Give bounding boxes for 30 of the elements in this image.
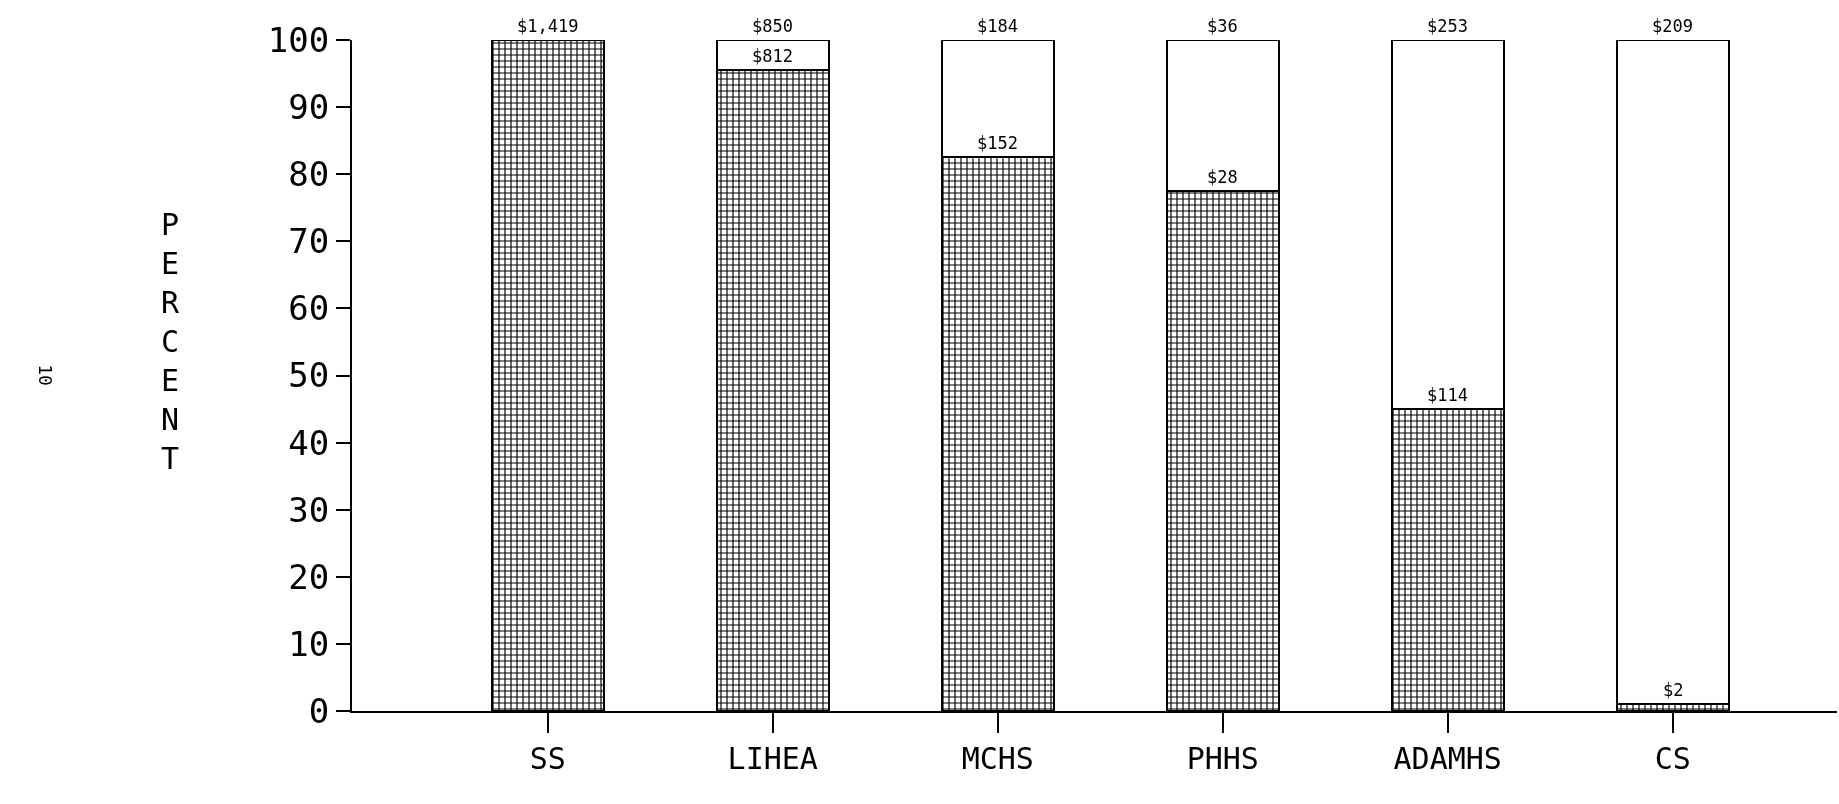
y-tick-label: 40 [288,422,330,463]
annotation: $36 [1207,16,1238,36]
x-tick-label: LIHEA [727,741,818,776]
y-axis-title: PERCENT [161,207,180,476]
y-tick-label: 10 [288,623,330,664]
annotation: $253 [1427,16,1468,36]
annotation: $812 [752,46,793,66]
annotation: $1,419 [517,16,579,36]
y-tick-label: 80 [288,154,330,195]
annotation: $2 [1663,680,1684,700]
x-tick-label: ADAMHS [1393,741,1502,776]
y-tick-label: 90 [288,87,330,127]
y-tick-label: 60 [288,288,330,329]
annotation: $28 [1207,167,1238,187]
annotation: $114 [1427,385,1468,405]
y-tick-label: 100 [267,19,330,60]
annotation: $184 [977,16,1018,36]
y-tick-label: 0 [308,690,330,731]
annotation: $850 [752,16,793,36]
text: 10 [34,364,56,386]
x-tick-label: PHHS [1186,741,1259,776]
y-tick-label: 50 [288,355,330,396]
x-tick-label: SS [529,741,566,776]
x-tick-label: CS [1654,741,1691,776]
x-tick-label: MCHS [961,741,1034,776]
y-tick-label: 70 [288,221,330,262]
y-tick-label: 20 [288,556,330,597]
annotation: $209 [1652,16,1693,36]
y-tick-label: 30 [288,489,330,530]
annotation: $152 [977,133,1018,153]
